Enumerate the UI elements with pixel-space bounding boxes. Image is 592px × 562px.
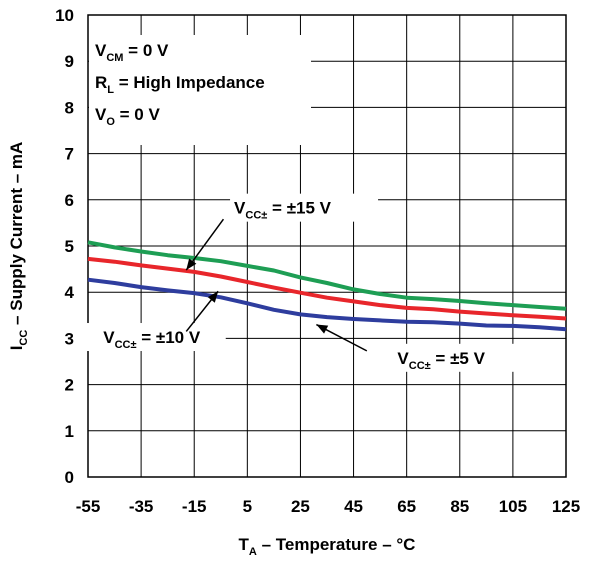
series-label-0-rest: = ±15 V bbox=[267, 199, 331, 218]
condition-line-subscript: CM bbox=[106, 52, 123, 64]
x-tick-label: 85 bbox=[450, 497, 469, 516]
axis-labels: TA – Temperature – °C ICC – Supply Curren… bbox=[7, 142, 415, 558]
y-tick-label: 6 bbox=[65, 191, 74, 210]
annotation-background bbox=[77, 323, 226, 352]
x-tick-label: -15 bbox=[182, 497, 207, 516]
x-tick-label: 25 bbox=[291, 497, 310, 516]
annotation-arrowhead bbox=[186, 258, 197, 271]
series-label-1-subscript: CC± bbox=[115, 339, 137, 351]
condition-line: RL = High Impedance bbox=[95, 73, 265, 96]
condition-line-rest: = 0 V bbox=[115, 105, 161, 124]
annotation-arrowhead bbox=[207, 291, 219, 303]
condition-line: VCM = 0 V bbox=[95, 41, 169, 64]
series-label-0: VCC± = ±15 V bbox=[234, 199, 332, 222]
y-tick-label: 2 bbox=[65, 376, 74, 395]
x-tick-labels: -55 -35 -15 5 25 45 65 85 105 125 bbox=[76, 497, 580, 516]
y-axis-label-rest: – Supply Current – mA bbox=[7, 142, 26, 330]
x-axis-label: TA – Temperature – °C bbox=[239, 535, 416, 558]
y-tick-label: 10 bbox=[55, 6, 74, 25]
x-tick-label: -55 bbox=[76, 497, 101, 516]
series-layer bbox=[87, 240, 567, 332]
y-tick-label: 9 bbox=[65, 52, 74, 71]
y-axis-label: ICC – Supply Current – mA bbox=[7, 142, 30, 351]
series-line-0 bbox=[87, 240, 567, 311]
series-label-0-main: V bbox=[234, 199, 246, 218]
y-axis-label-subscript: CC bbox=[18, 330, 30, 346]
annotation-background bbox=[367, 343, 516, 372]
condition-line-rest: = 0 V bbox=[123, 41, 169, 60]
x-axis-label-rest: – Temperature – °C bbox=[257, 535, 416, 554]
condition-line-subscript: L bbox=[107, 84, 114, 96]
series-label-1: VCC± = ±10 V bbox=[103, 328, 201, 351]
x-tick-label: 5 bbox=[243, 497, 252, 516]
condition-line-subscript: O bbox=[106, 116, 115, 128]
condition-line: VO = 0 V bbox=[95, 105, 160, 128]
x-tick-label: 65 bbox=[397, 497, 416, 516]
x-tick-label: -35 bbox=[129, 497, 154, 516]
series-label-1-main: V bbox=[103, 328, 115, 347]
y-tick-label: 0 bbox=[65, 468, 74, 487]
series-line-1 bbox=[87, 256, 567, 321]
y-tick-labels: 0 1 2 3 4 5 6 7 8 9 10 bbox=[55, 6, 74, 487]
series-label-2-subscript: CC± bbox=[409, 360, 431, 372]
series-label-1-rest: = ±10 V bbox=[137, 328, 201, 347]
plot-border bbox=[87, 14, 567, 478]
series-label-2-main: V bbox=[397, 349, 409, 368]
y-tick-label: 5 bbox=[65, 237, 74, 256]
y-tick-label: 3 bbox=[65, 329, 74, 348]
annotation-background bbox=[230, 193, 379, 222]
y-axis-label-main: I bbox=[7, 346, 26, 351]
plot-frame bbox=[87, 14, 567, 478]
y-tick-label: 7 bbox=[65, 145, 74, 164]
x-tick-label: 125 bbox=[552, 497, 580, 516]
condition-line-main: R bbox=[95, 73, 107, 92]
y-tick-label: 8 bbox=[65, 98, 74, 117]
x-axis-label-subscript: A bbox=[249, 546, 257, 558]
series-line-2 bbox=[87, 277, 567, 332]
conditions-background bbox=[89, 35, 311, 145]
x-axis-label-main: T bbox=[239, 535, 250, 554]
y-tick-label: 4 bbox=[65, 283, 75, 302]
annotation-arrowhead bbox=[316, 324, 329, 334]
series-label-2: VCC± = ±5 V bbox=[397, 349, 485, 372]
condition-line-rest: = High Impedance bbox=[114, 73, 265, 92]
series-label-2-rest: = ±5 V bbox=[431, 349, 486, 368]
series-label-0-subscript: CC± bbox=[245, 210, 267, 222]
condition-line-main: V bbox=[95, 41, 107, 60]
x-tick-label: 105 bbox=[499, 497, 527, 516]
x-tick-label: 45 bbox=[344, 497, 363, 516]
y-tick-label: 1 bbox=[65, 422, 74, 441]
condition-line-main: V bbox=[95, 105, 107, 124]
